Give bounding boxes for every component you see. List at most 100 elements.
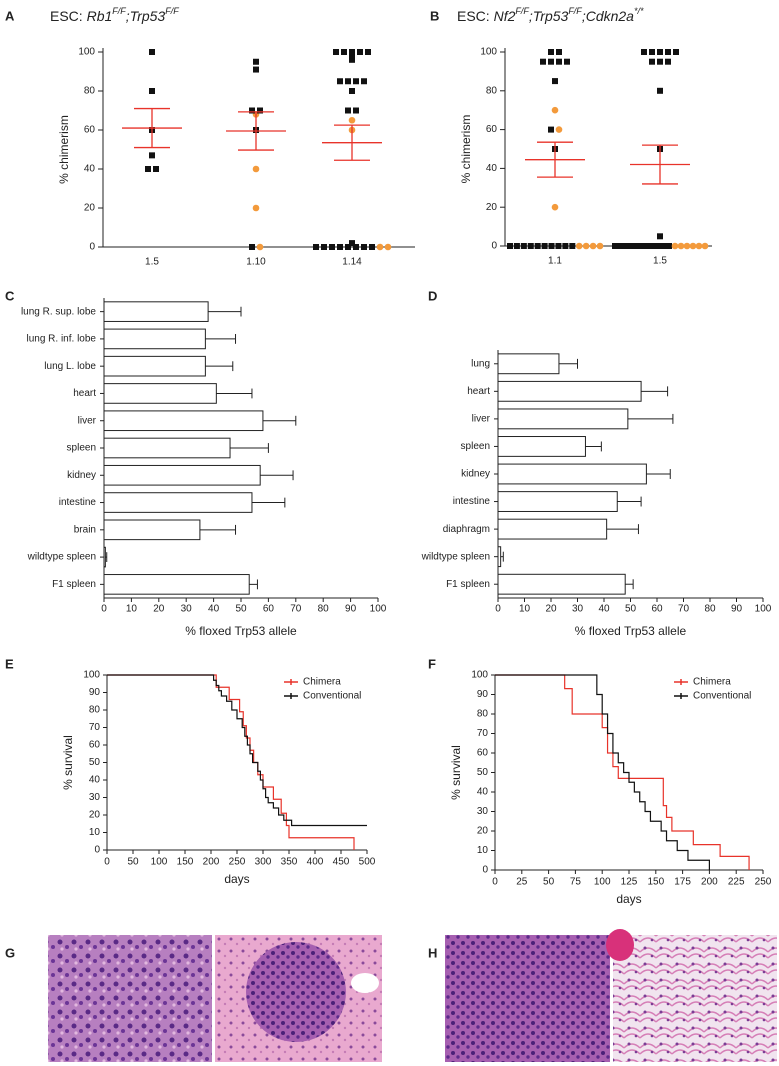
y-tick-label: 60 [477,748,489,759]
x-tick-label: 0 [101,604,107,615]
x-tick-label: 1.5 [653,256,667,267]
title-part: ;Cdkn2a [582,8,634,24]
y-tick-label: 60 [89,740,101,751]
point [527,243,534,249]
y-tick-label: 80 [84,86,96,97]
point [695,242,703,250]
point [337,244,343,250]
point [575,242,583,250]
x-tick-label: 75 [570,877,582,888]
panel-label: C [5,288,15,303]
title-part: ;Trp53 [529,8,569,24]
bar [497,546,502,568]
title-part: F/F [165,6,179,16]
x-tick-label: 500 [359,857,376,868]
point [556,58,562,65]
y-axis-label: % chimerism [459,115,473,184]
point [361,78,367,85]
x-tick-label: 225 [728,877,745,888]
point [648,243,654,249]
y-tick-label: diaphragm [443,524,490,535]
legend-label: Conventional [693,691,751,702]
title-part: Rb1 [87,8,113,24]
point [507,243,513,249]
point [541,243,548,249]
y-tick-label: 40 [486,163,498,174]
y-tick-label: intestine [453,496,491,507]
point [677,242,685,250]
histology-image [613,935,777,1062]
x-axis-label: % floxed Trp53 allele [575,624,687,638]
point [548,126,554,133]
point [153,166,159,172]
title-part: F/F [515,6,529,16]
point [357,49,363,55]
point [701,242,709,250]
point [149,88,155,94]
legend-label: Conventional [303,691,361,702]
point [649,49,655,55]
y-tick-label: 10 [89,827,101,838]
y-tick-label: 80 [486,85,498,96]
panel-label: B [430,8,439,23]
point [345,78,351,85]
point [665,49,671,55]
bar [497,408,629,430]
point [569,243,576,249]
point [369,244,375,250]
point [145,166,151,172]
point [624,243,630,249]
y-tick-label: 80 [477,709,489,720]
bar [103,492,253,513]
histology-g [48,935,382,1062]
x-tick-label: 150 [647,877,664,888]
x-tick-label: 50 [543,877,555,888]
point [349,49,355,55]
point [345,107,351,114]
title-part: F/F [112,6,126,16]
y-tick-label: 100 [78,47,95,58]
point [540,58,546,65]
point [365,49,371,55]
bar [103,546,106,568]
point [321,244,327,250]
point [665,58,671,65]
bar [103,383,217,404]
point [589,242,597,250]
point [249,244,255,250]
point [252,165,260,173]
point [256,243,264,251]
point [353,244,359,250]
x-tick-label: 0 [492,877,498,888]
x-tick-label: 1.14 [342,257,362,268]
y-tick-label: 20 [486,202,498,213]
x-tick-label: 50 [127,857,139,868]
bar [497,436,586,457]
bar [497,353,560,375]
x-tick-label: 450 [333,857,350,868]
x-tick-label: 0 [495,604,501,615]
y-tick-label: spleen [67,443,96,454]
point [689,242,697,250]
point [555,126,563,133]
y-tick-label: 50 [477,767,489,778]
y-tick-label: intestine [59,497,97,508]
x-tick-label: 50 [625,604,637,615]
survival-line [495,674,750,870]
point [349,88,355,94]
point [660,243,666,249]
y-tick-label: 40 [89,775,101,786]
point [666,243,672,249]
point [555,243,562,249]
panel-label: A [5,8,15,23]
y-tick-label: 50 [89,757,101,768]
x-tick-label: 200 [203,857,220,868]
panel-label: D [428,288,437,303]
survival-line [107,674,367,827]
x-tick-label: 1.10 [246,257,266,268]
point [564,58,570,65]
y-axis-label: % survival [449,745,463,800]
point [253,66,259,73]
x-tick-label: 70 [678,604,690,615]
point [520,243,527,249]
